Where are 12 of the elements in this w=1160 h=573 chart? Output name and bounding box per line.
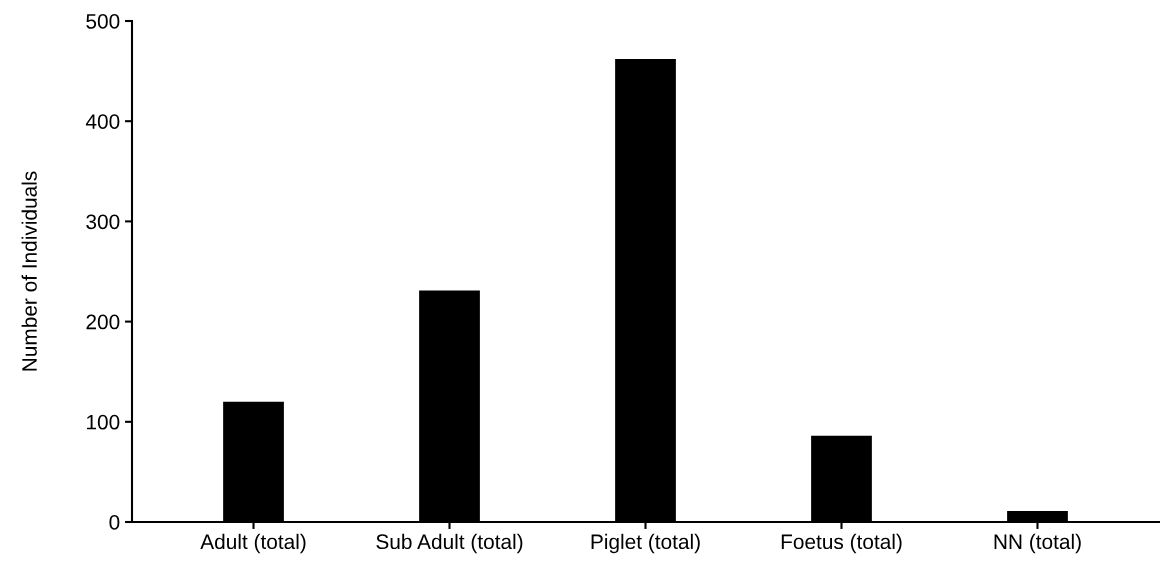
y-tick-label: 200	[86, 314, 120, 330]
x-tick-label: Sub Adult (total)	[376, 533, 523, 554]
y-tick-label: 500	[86, 14, 120, 29]
y-tick-label: 0	[109, 515, 120, 530]
x-tick-label: Piglet (total)	[591, 533, 700, 554]
y-tick-label: 300	[86, 214, 120, 230]
y-tick-label: 400	[85, 114, 120, 129]
y-tick-label: 100	[87, 414, 120, 430]
x-tick-label: NN (total)	[994, 533, 1081, 554]
y-axis-title: Number of Individuals	[21, 171, 37, 371]
x-tick-label: Adult (total)	[200, 533, 306, 554]
x-tick-label: Foetus (total)	[781, 533, 902, 554]
